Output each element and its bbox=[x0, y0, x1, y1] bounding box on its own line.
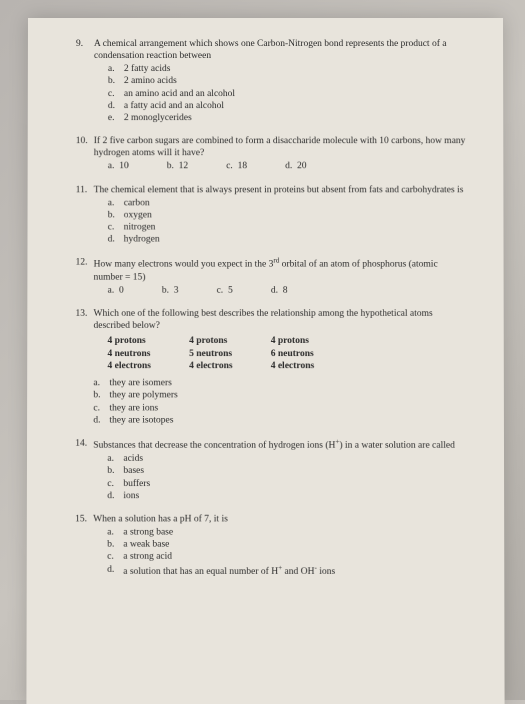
q10-option-a: a. 10 bbox=[108, 161, 129, 173]
q13-number: 13. bbox=[75, 308, 93, 332]
q15-option-a: a.a strong base bbox=[107, 526, 468, 538]
q15-number: 15. bbox=[75, 513, 93, 525]
q11-stem: The chemical element that is always pres… bbox=[94, 184, 468, 196]
q11-option-d: d.hydrogen bbox=[108, 234, 468, 246]
q14-stem: Substances that decrease the concentrati… bbox=[93, 438, 468, 452]
q11-number: 11. bbox=[76, 184, 94, 196]
q10-stem: If 2 five carbon sugars are combined to … bbox=[94, 135, 468, 159]
q9-number: 9. bbox=[76, 38, 94, 62]
question-14: 14. Substances that decrease the concent… bbox=[75, 438, 468, 502]
q12-option-c: c. 5 bbox=[217, 284, 233, 296]
q14-option-c: c.buffers bbox=[107, 478, 468, 490]
q11-option-c: c.nitrogen bbox=[108, 221, 468, 233]
q13-data-columns: 4 protons 4 neutrons 4 electrons 4 proto… bbox=[107, 335, 467, 372]
worksheet-page: 9. A chemical arrangement which shows on… bbox=[26, 18, 504, 704]
q9-option-b: b.2 amino acids bbox=[108, 75, 467, 87]
question-9: 9. A chemical arrangement which shows on… bbox=[76, 38, 467, 124]
q10-option-b: b. 12 bbox=[167, 161, 188, 173]
q10-option-c: c. 18 bbox=[226, 161, 247, 173]
q12-stem: How many electrons would you expect in t… bbox=[94, 257, 468, 284]
q9-option-a: a.2 fatty acids bbox=[108, 63, 467, 75]
q11-option-b: b.oxygen bbox=[108, 209, 468, 221]
question-12: 12. How many electrons would you expect … bbox=[75, 257, 467, 297]
q15-option-c: c.a strong acid bbox=[107, 551, 468, 563]
q12-option-d: d. 8 bbox=[271, 284, 288, 296]
q13-option-d: d.they are isotopes bbox=[93, 414, 467, 426]
question-15: 15. When a solution has a pH of 7, it is… bbox=[75, 513, 468, 578]
q13-col2: 4 protons 5 neutrons 4 electrons bbox=[189, 335, 233, 372]
q9-option-d: d.a fatty acid and an alcohol bbox=[108, 100, 467, 112]
question-13: 13. Which one of the following best desc… bbox=[75, 308, 468, 427]
q13-col1: 4 protons 4 neutrons 4 electrons bbox=[107, 335, 151, 372]
q15-option-d: d.a solution that has an equal number of… bbox=[107, 563, 468, 577]
q9-stem: A chemical arrangement which shows one C… bbox=[94, 38, 467, 62]
q14-number: 14. bbox=[75, 438, 93, 452]
q15-stem: When a solution has a pH of 7, it is bbox=[93, 513, 468, 525]
question-11: 11. The chemical element that is always … bbox=[76, 184, 468, 246]
q12-option-b: b. 3 bbox=[162, 284, 179, 296]
q13-option-a: a.they are isomers bbox=[93, 378, 467, 390]
q14-option-b: b.bases bbox=[107, 465, 468, 477]
q9-option-c: c.an amino acid and an alcohol bbox=[108, 88, 467, 100]
q10-number: 10. bbox=[76, 135, 94, 159]
q10-option-d: d. 20 bbox=[285, 161, 306, 173]
q12-option-a: a. 0 bbox=[108, 284, 124, 296]
q13-stem: Which one of the following best describe… bbox=[93, 308, 467, 332]
q13-col3: 4 protons 6 neutrons 4 electrons bbox=[271, 335, 315, 372]
q13-option-c: c.they are ions bbox=[93, 402, 467, 414]
q14-option-d: d.ions bbox=[107, 490, 468, 502]
q11-option-a: a.carbon bbox=[108, 197, 468, 209]
q12-number: 12. bbox=[76, 257, 94, 284]
q15-option-b: b.a weak base bbox=[107, 539, 468, 551]
q13-option-b: b.they are polymers bbox=[93, 390, 467, 402]
question-10: 10. If 2 five carbon sugars are combined… bbox=[76, 135, 468, 173]
q9-option-e: e.2 monoglycerides bbox=[108, 112, 467, 124]
q14-option-a: a.acids bbox=[107, 453, 468, 465]
